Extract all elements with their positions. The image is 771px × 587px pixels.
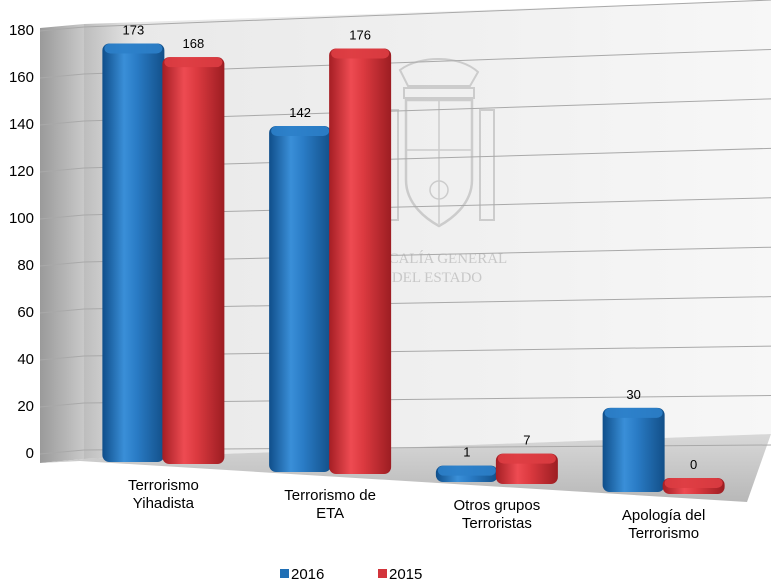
gridline-side bbox=[39, 120, 85, 126]
bar-2016-0 bbox=[102, 43, 165, 462]
bar-top bbox=[164, 57, 223, 68]
bar-2015-1 bbox=[329, 48, 392, 475]
gridline-side bbox=[39, 167, 85, 173]
plot-area bbox=[40, 0, 771, 502]
bar-body bbox=[162, 57, 225, 464]
gridline-side bbox=[39, 261, 85, 267]
bar-2016-2 bbox=[435, 465, 498, 482]
data-label: 168 bbox=[183, 36, 205, 51]
y-tick-label: 160 bbox=[9, 69, 34, 86]
y-tick-label: 80 bbox=[17, 257, 34, 274]
bar-top bbox=[497, 453, 556, 464]
y-tick-label: 60 bbox=[17, 304, 34, 321]
gridline-side bbox=[39, 449, 85, 455]
floor bbox=[40, 434, 771, 502]
y-tick-label: 40 bbox=[17, 351, 34, 368]
bar-top bbox=[664, 478, 723, 488]
gridline bbox=[83, 0, 771, 28]
data-label: 176 bbox=[349, 27, 371, 42]
bar-top bbox=[271, 125, 330, 136]
bar-2016-1 bbox=[269, 125, 332, 472]
data-label: 7 bbox=[523, 433, 530, 448]
bar-body bbox=[602, 407, 665, 492]
bar-top bbox=[104, 43, 163, 54]
watermark-text: FISCALÍA GENERAL bbox=[367, 250, 507, 267]
bar-2016-3 bbox=[602, 407, 665, 492]
bar-body bbox=[269, 125, 332, 472]
bar-top bbox=[437, 465, 496, 476]
gridline-side bbox=[39, 308, 85, 314]
gridline-side bbox=[39, 355, 85, 361]
y-axis: 0 20 40 60 80 100 120 140 160 180 bbox=[9, 22, 34, 462]
data-label: 173 bbox=[123, 22, 145, 37]
y-tick-label: 0 bbox=[26, 445, 34, 462]
data-label: 30 bbox=[626, 387, 640, 402]
bar-top bbox=[604, 407, 663, 418]
y-tick-label: 140 bbox=[9, 116, 34, 133]
x-axis: Terrorismo Yihadista Terrorismo de ETA Otros… bbox=[128, 477, 705, 542]
bars: 173 168 142 176 1 7 30 0 bbox=[102, 22, 725, 494]
data-label: 142 bbox=[289, 105, 311, 120]
side-wall bbox=[40, 24, 84, 463]
gridline-side bbox=[39, 26, 85, 32]
legend-label-2016: 2016 bbox=[291, 566, 324, 583]
y-tick-label: 100 bbox=[9, 210, 34, 227]
y-tick-label: 120 bbox=[9, 163, 34, 180]
y-tick-label: 180 bbox=[9, 22, 34, 39]
x-tick-label: Terrorismo Yihadista bbox=[128, 477, 199, 512]
gridline-side bbox=[39, 73, 85, 79]
bar-body bbox=[102, 43, 165, 462]
gridline-side bbox=[39, 214, 85, 220]
bar-2015-3 bbox=[662, 478, 725, 494]
legend-swatch-2015 bbox=[378, 569, 387, 578]
bar-2015-2 bbox=[495, 453, 558, 484]
bar-2015-0 bbox=[162, 57, 225, 464]
x-tick-label: Apología del Terrorismo bbox=[622, 507, 705, 542]
x-tick-label: Terrorismo de ETA bbox=[284, 487, 376, 522]
data-label: 0 bbox=[690, 457, 697, 472]
x-tick-label: Otros grupos Terroristas bbox=[454, 497, 541, 532]
bar-top bbox=[331, 48, 390, 59]
y-tick-label: 20 bbox=[17, 398, 34, 415]
legend-swatch-2016 bbox=[280, 569, 289, 578]
bar-body bbox=[329, 48, 392, 475]
data-label: 1 bbox=[463, 445, 470, 460]
back-wall bbox=[84, 0, 771, 459]
watermark-text: DEL ESTADO bbox=[392, 270, 482, 286]
legend: 2016 2015 bbox=[280, 566, 422, 583]
watermark: FISCALÍA GENERAL DEL ESTADO bbox=[367, 58, 507, 286]
gridline-side bbox=[39, 402, 85, 408]
legend-label-2015: 2015 bbox=[389, 566, 422, 583]
